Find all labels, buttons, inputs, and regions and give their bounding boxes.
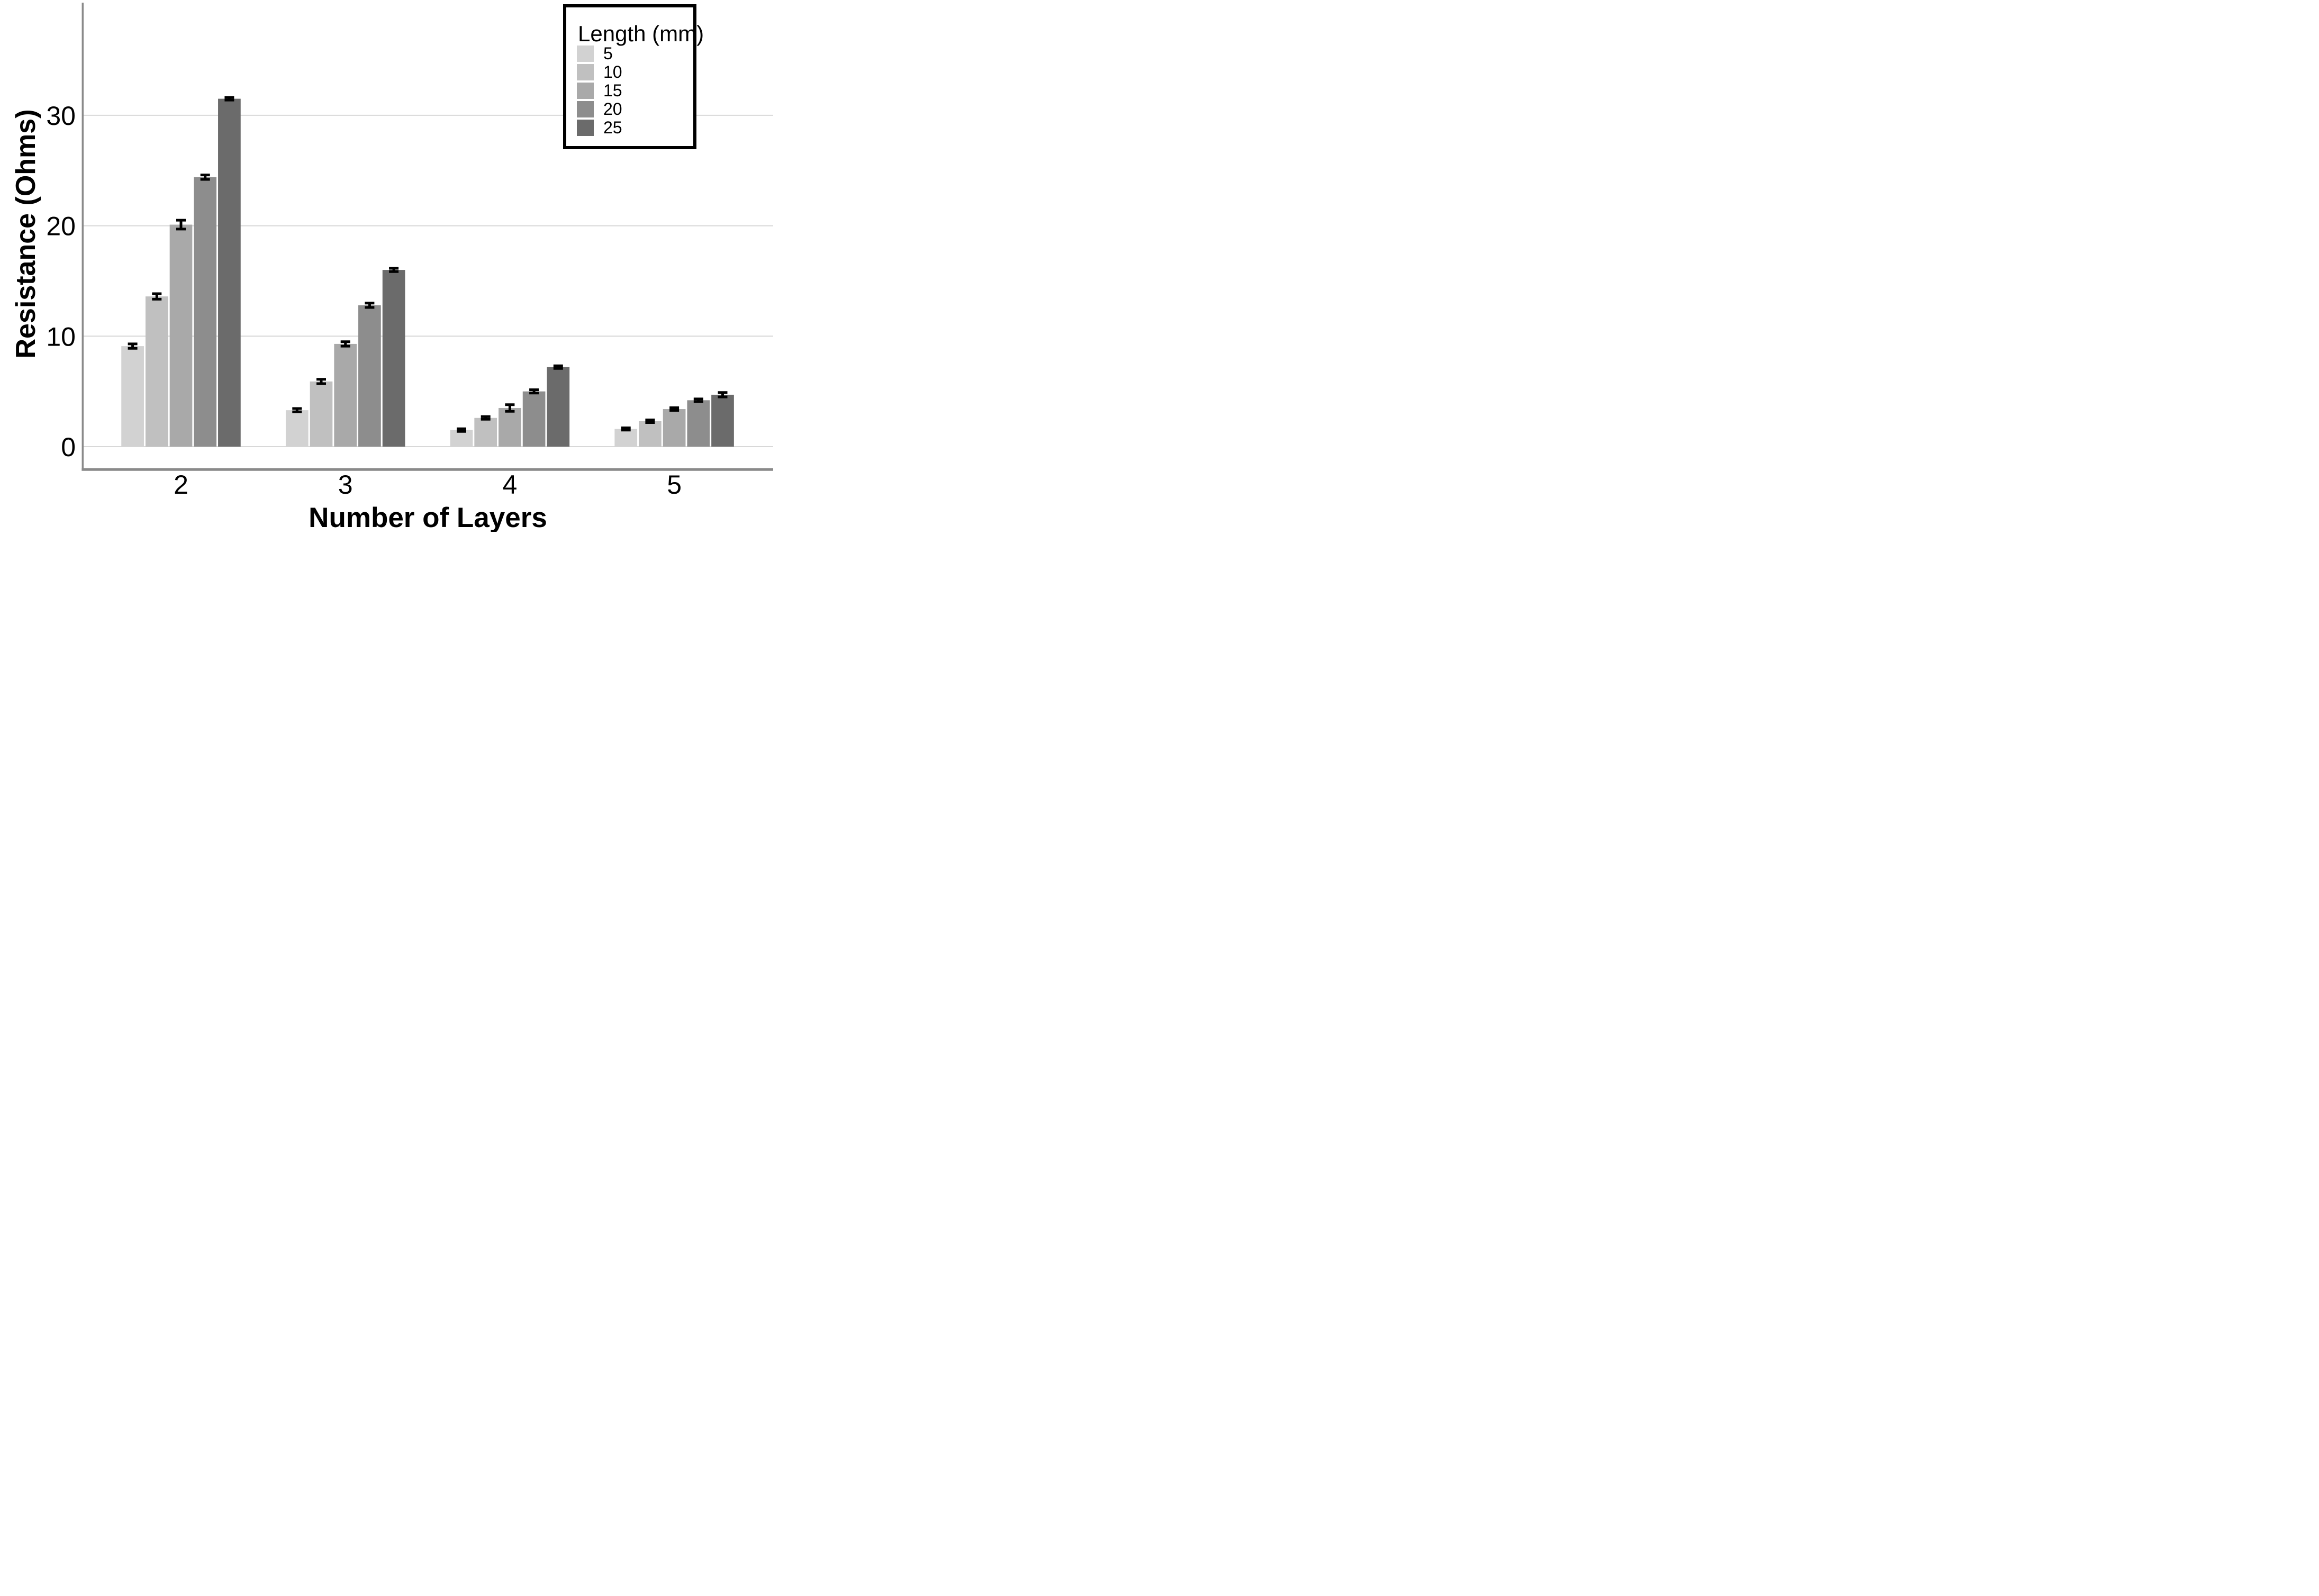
y-tick-label-0: 0 (61, 432, 76, 462)
x-axis-title: Number of Layers (309, 502, 547, 532)
y-tick-label-10: 10 (46, 322, 76, 351)
bar-layers5-len25 (711, 394, 734, 447)
legend-label-5: 5 (603, 44, 613, 63)
legend-swatch-5 (577, 46, 594, 62)
bar-layers4-len10 (474, 418, 497, 447)
x-category-label-5: 5 (667, 470, 682, 500)
bar-layers2-len5 (121, 346, 144, 447)
legend-swatch-25 (577, 120, 594, 136)
bar-layers5-len20 (687, 400, 710, 447)
legend-item-5: 5 (577, 44, 622, 63)
bar-layers2-len20 (194, 177, 217, 447)
bar-layers3-len20 (358, 305, 381, 447)
bar-layers4-len15 (499, 407, 521, 447)
legend-items: 5 10 15 20 25 (577, 44, 622, 138)
bar-layers4-len20 (522, 391, 546, 447)
legend-swatch-20 (577, 101, 594, 117)
bar-layers3-len15 (334, 343, 357, 447)
bar-layers4-len25 (547, 367, 570, 447)
plot-area: 0 10 20 30 2 3 4 5 (46, 3, 773, 500)
legend: Length (mm) 5 10 15 20 25 (563, 4, 704, 149)
y-tick-label-20: 20 (46, 212, 76, 241)
legend-label-25: 25 (603, 118, 622, 137)
y-axis-title: Resistance (Ohms) (11, 109, 41, 359)
x-category-label-3: 3 (338, 470, 353, 500)
legend-label-10: 10 (603, 62, 622, 81)
legend-item-15: 15 (577, 81, 622, 100)
bar-layers3-len10 (310, 381, 333, 447)
bar-layers2-len10 (145, 296, 168, 447)
bar-layers5-len10 (639, 421, 662, 447)
legend-swatch-15 (577, 83, 594, 99)
bar-layers5-len15 (663, 409, 686, 447)
bar-chart-figure: 0 10 20 30 2 3 4 5 Resistance (Ohms) Number of … (0, 0, 773, 532)
legend-item-10: 10 (577, 64, 622, 80)
legend-label-15: 15 (603, 81, 622, 100)
legend-title: Length (mm) (578, 21, 704, 46)
bar-layers3-len25 (382, 270, 405, 447)
bar-layers5-len5 (614, 429, 638, 447)
bar-layers3-len5 (285, 410, 309, 447)
legend-label-20: 20 (603, 99, 622, 119)
legend-item-20: 20 (577, 101, 622, 117)
bar-layers2-len15 (169, 224, 193, 447)
bar-layers2-len25 (218, 98, 241, 447)
x-category-label-4: 4 (502, 470, 517, 500)
legend-swatch-10 (577, 64, 594, 80)
x-category-label-2: 2 (174, 470, 188, 500)
legend-item-25: 25 (577, 118, 622, 137)
bar-layers4-len5 (450, 430, 473, 447)
y-tick-label-30: 30 (46, 101, 76, 131)
